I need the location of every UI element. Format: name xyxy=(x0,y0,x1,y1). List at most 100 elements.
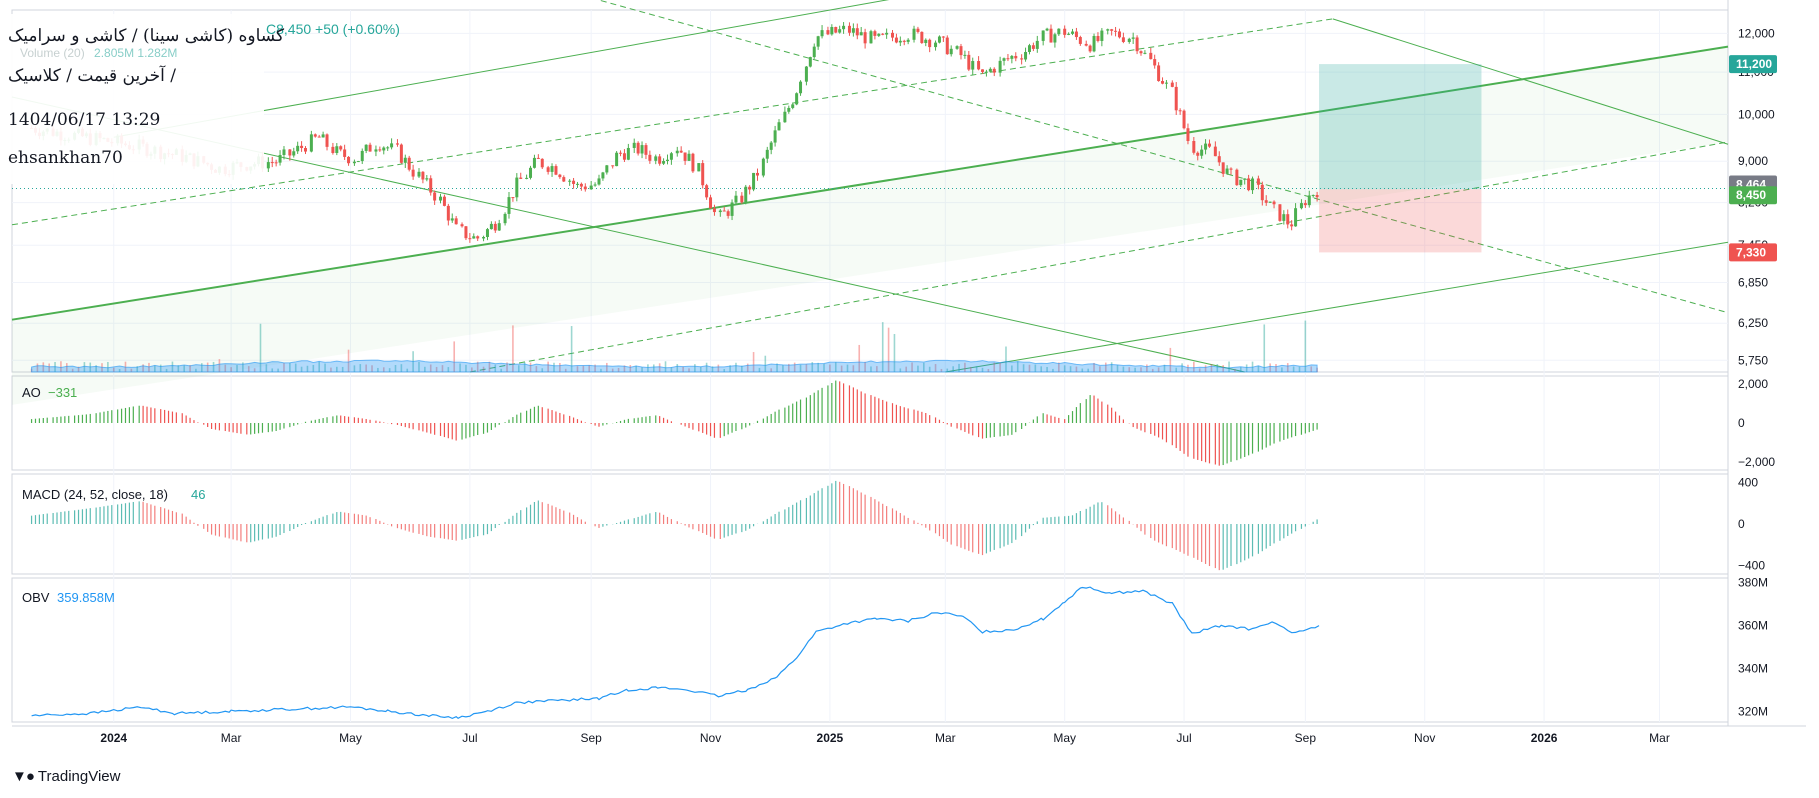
candle-body xyxy=(450,218,454,221)
volume-bar xyxy=(1093,362,1095,372)
candle-body xyxy=(1225,168,1229,174)
volume-bar xyxy=(1204,365,1207,372)
candle-body xyxy=(321,134,325,138)
volume-bar xyxy=(1175,367,1178,372)
volume-bar xyxy=(829,364,831,372)
long-position-tool[interactable] xyxy=(1319,64,1482,253)
volume-bar xyxy=(946,368,949,372)
channel-fill xyxy=(12,46,1728,405)
candle-body xyxy=(313,134,317,137)
volume-bar xyxy=(1104,362,1107,372)
volume-bar xyxy=(1157,367,1160,372)
candle-body xyxy=(476,236,480,239)
candle-body xyxy=(1149,52,1153,60)
volume-bar xyxy=(576,366,579,372)
volume-bar xyxy=(987,368,990,372)
volume-bar xyxy=(999,362,1001,372)
timestamp: 1404/06/17 13:29 xyxy=(8,110,161,130)
volume-bar xyxy=(459,363,461,372)
tradingview-logo[interactable]: ▼● TradingView xyxy=(12,768,120,785)
candle-body xyxy=(339,146,343,150)
ao-label[interactable]: AO xyxy=(22,385,41,400)
time-tick-label: Sep xyxy=(580,731,602,745)
volume-bar xyxy=(606,362,608,372)
candle-body xyxy=(1071,31,1075,34)
candle-body xyxy=(1135,37,1139,52)
volume-bar xyxy=(1304,320,1307,372)
candle-body xyxy=(765,149,769,159)
candle-body xyxy=(429,178,433,193)
ao-histogram xyxy=(30,380,1318,466)
price-axis[interactable]: 12,00011,00010,0009,0008,2007,4506,8506,… xyxy=(1738,26,1775,718)
candle-body xyxy=(1010,55,1014,59)
candle-body xyxy=(1157,65,1161,82)
indicator-tick-label: 400 xyxy=(1738,475,1758,489)
volume-bar xyxy=(588,365,591,372)
candle-body xyxy=(1063,28,1067,35)
candle-body xyxy=(460,224,464,227)
volume-bar xyxy=(858,344,861,372)
candle-body xyxy=(1088,45,1092,52)
candle-body xyxy=(296,145,300,152)
candle-body xyxy=(783,111,787,123)
candle-body xyxy=(644,145,648,155)
candle-body xyxy=(761,158,765,176)
volume-bar xyxy=(852,365,855,372)
candle-body xyxy=(816,36,820,47)
candle-body xyxy=(562,177,566,182)
volume-bar xyxy=(42,362,45,372)
volume-bar xyxy=(911,362,913,372)
indicator-pane-frame xyxy=(11,473,1729,575)
candle-body xyxy=(464,226,468,239)
volume-bar xyxy=(559,362,561,372)
candle-body xyxy=(1110,29,1114,31)
candle-body xyxy=(891,32,895,38)
candle-body xyxy=(1161,81,1165,84)
volume-bar xyxy=(365,364,367,372)
candle-body xyxy=(605,165,609,173)
candle-body xyxy=(752,172,756,190)
trend-line xyxy=(469,141,1729,373)
price-badge-last: 8,450 xyxy=(1729,186,1777,205)
volume-bar xyxy=(594,364,596,372)
candle-body xyxy=(1057,28,1061,35)
candle-body xyxy=(601,172,605,179)
time-axis[interactable]: 2024 Mar May Jul Sep Nov 2025 Mar May Jul Sep Nov 20… xyxy=(100,731,1669,745)
candle-body xyxy=(611,165,615,167)
volume-bar xyxy=(635,365,637,372)
macd-label[interactable]: MACD (24, 52, close, 18) xyxy=(22,487,168,502)
volume-bar xyxy=(805,364,808,372)
candle-body xyxy=(507,197,511,214)
volume-bar xyxy=(1281,367,1283,372)
candle-body xyxy=(597,178,601,185)
candle-body xyxy=(386,147,390,149)
candle-body xyxy=(1096,35,1100,41)
volume-bar xyxy=(435,366,438,372)
candle-body xyxy=(519,177,523,179)
candle-body xyxy=(364,144,368,151)
volume-bar xyxy=(171,361,174,372)
candle-body xyxy=(356,161,360,163)
indicator-tick-label: 320M xyxy=(1738,704,1768,718)
candle-body xyxy=(1286,214,1290,225)
time-tick-label: 2024 xyxy=(100,731,127,745)
candle-body xyxy=(924,39,928,43)
candle-body xyxy=(1221,162,1225,174)
volume-bar xyxy=(1181,363,1183,372)
volume-bar xyxy=(506,362,508,372)
volume-bar xyxy=(746,363,749,372)
volume-bar xyxy=(688,368,690,372)
candle-body xyxy=(1213,146,1217,157)
obv-label[interactable]: OBV xyxy=(22,590,50,605)
volume-bar xyxy=(324,363,326,372)
volume-bar xyxy=(735,362,737,372)
volume-bar xyxy=(1099,366,1101,372)
candle-body xyxy=(1020,58,1024,60)
volume-bar xyxy=(1011,365,1013,372)
price-badge-box xyxy=(1729,55,1777,74)
trend-channels[interactable] xyxy=(11,0,1729,405)
volume-bar xyxy=(975,366,978,372)
volume-bar xyxy=(928,366,931,372)
volume-bar xyxy=(1298,366,1301,372)
